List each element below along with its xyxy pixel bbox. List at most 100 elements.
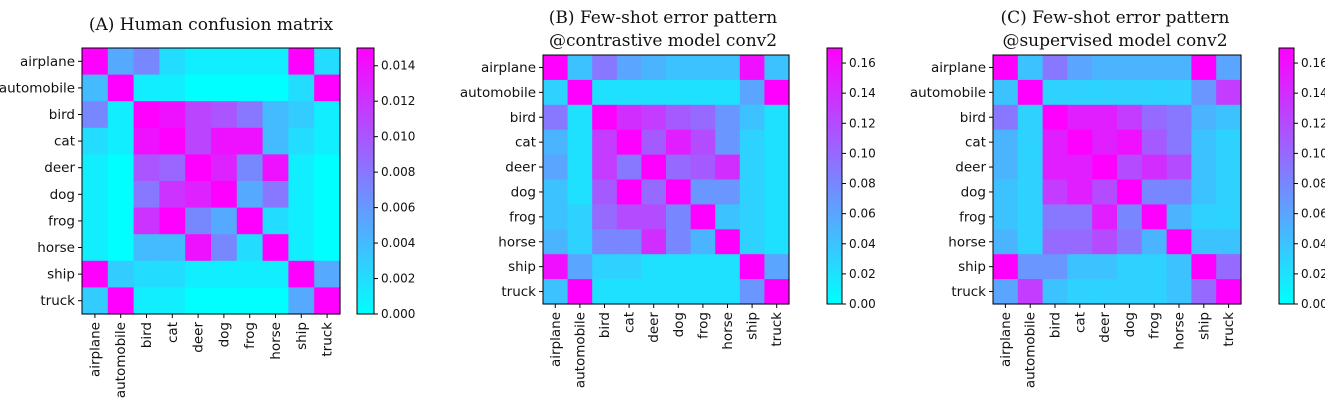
- heatmap-cell: [1042, 129, 1068, 156]
- x-tick-label: dog: [216, 322, 232, 347]
- heatmap-cell: [288, 207, 315, 235]
- y-tick-label: cat: [515, 135, 536, 151]
- heatmap-cell: [1017, 229, 1044, 255]
- heatmap-cell: [262, 260, 289, 288]
- y-tick-label: frog: [48, 213, 75, 229]
- heatmap-cell: [690, 254, 716, 280]
- heatmap-cell: [1017, 279, 1044, 305]
- heatmap-cell: [1017, 154, 1044, 181]
- heatmap-cell: [236, 127, 264, 155]
- heatmap-cell: [185, 207, 212, 235]
- x-tick-label: truck: [769, 312, 785, 347]
- heatmap-cell: [262, 234, 289, 262]
- heatmap-cell: [666, 79, 692, 106]
- colorbar-tick-label: 0.012: [381, 94, 415, 108]
- heatmap-cell: [82, 127, 109, 155]
- heatmap-cell: [1117, 254, 1143, 280]
- heatmap-cell: [641, 79, 667, 106]
- heatmap-cell: [592, 154, 618, 181]
- heatmap-cell: [262, 154, 289, 182]
- heatmap-cell: [1166, 154, 1192, 181]
- heatmap-cell: [1092, 55, 1118, 81]
- heatmap-cell: [1067, 55, 1093, 81]
- heatmap-cell: [690, 179, 716, 205]
- x-tick-label: airplane: [87, 322, 103, 377]
- heatmap-cell: [1117, 104, 1143, 131]
- colorbar-tick-label: 0.02: [849, 267, 876, 281]
- heatmap-cell: [764, 254, 790, 280]
- panel-c-heatmap: airplaneautomobilebirdcatdeerdogfroghors…: [910, 54, 1242, 388]
- heatmap-cell: [739, 55, 765, 81]
- heatmap-cell: [690, 79, 716, 106]
- heatmap-cell: [133, 48, 160, 76]
- heatmap-cell: [1141, 129, 1168, 156]
- heatmap-cell: [1191, 55, 1217, 81]
- y-tick-label: deer: [955, 160, 986, 176]
- x-tick-label: automobile: [113, 322, 129, 398]
- y-tick-label: ship: [958, 259, 986, 275]
- heatmap-cell: [1216, 104, 1242, 131]
- heatmap-cell: [715, 129, 741, 156]
- heatmap-cell: [314, 287, 341, 315]
- heatmap-cell: [288, 287, 315, 315]
- heatmap-cell: [1117, 129, 1143, 156]
- heatmap-cell: [764, 179, 790, 205]
- heatmap-cell: [715, 229, 741, 255]
- heatmap-cell: [666, 104, 692, 131]
- x-tick-label: deer: [1097, 312, 1113, 343]
- colorbar-tick-label: 0.00: [849, 297, 876, 311]
- heatmap-cell: [1117, 229, 1143, 255]
- x-tick-label: ship: [745, 312, 761, 340]
- heatmap-cell: [288, 101, 315, 129]
- heatmap-cell: [739, 129, 765, 156]
- x-tick-label: deer: [191, 322, 207, 353]
- heatmap-cell: [567, 154, 593, 181]
- heatmap-cell: [1092, 154, 1118, 181]
- heatmap-cell: [211, 74, 238, 102]
- heatmap-cell: [288, 181, 315, 209]
- x-tick-label: dog: [671, 312, 687, 337]
- heatmap-cell: [764, 55, 790, 81]
- heatmap-cell: [1067, 279, 1093, 305]
- heatmap-cell: [262, 74, 289, 102]
- heatmap-cell: [641, 179, 667, 205]
- heatmap-cell: [616, 254, 642, 280]
- heatmap-cell: [82, 287, 109, 315]
- heatmap-cell: [764, 229, 790, 255]
- heatmap-cell: [666, 154, 692, 181]
- colorbar-tick-label: 0.008: [381, 165, 415, 179]
- heatmap-cell: [1092, 279, 1118, 305]
- heatmap-cell: [159, 181, 186, 209]
- panel-a-colorbar: 0.000 0.002 0.004 0.006 0.008 0.010 0.012 0.014: [356, 47, 415, 321]
- heatmap-cell: [107, 287, 135, 315]
- heatmap-cell: [107, 207, 135, 235]
- heatmap-cell: [715, 154, 741, 181]
- heatmap-cell: [159, 287, 186, 315]
- heatmap-cell: [993, 204, 1019, 230]
- heatmap-frame: [81, 47, 341, 315]
- heatmap-cell: [1092, 229, 1118, 255]
- heatmap-cell: [641, 104, 667, 131]
- y-tick-label: horse: [948, 234, 986, 250]
- heatmap-cell: [1191, 129, 1217, 156]
- heatmap-cell: [1216, 179, 1242, 205]
- heatmap-cell: [567, 254, 593, 280]
- x-tick-label: cat: [1072, 312, 1088, 333]
- colorbar-tick-label: 0.02: [1301, 267, 1325, 281]
- heatmap-cell: [1067, 179, 1093, 205]
- y-tick-label: automobile: [0, 80, 75, 96]
- heatmap-cell: [1216, 79, 1242, 106]
- heatmap-cell: [1042, 279, 1068, 305]
- heatmap-cell: [236, 101, 264, 129]
- heatmap-cell: [159, 127, 186, 155]
- heatmap-cell: [1191, 254, 1217, 280]
- panel-a-heatmap: airplaneautomobilebirdcatdeerdogfroghors…: [0, 47, 341, 398]
- heatmap-cell: [543, 179, 569, 205]
- heatmap-cell: [236, 74, 264, 102]
- heatmap-cell: [288, 234, 315, 262]
- heatmap-cell: [107, 101, 135, 129]
- heatmap-cell: [133, 101, 160, 129]
- heatmap-cell: [993, 254, 1019, 280]
- heatmap-cell: [592, 279, 618, 305]
- heatmap-cell: [1191, 104, 1217, 131]
